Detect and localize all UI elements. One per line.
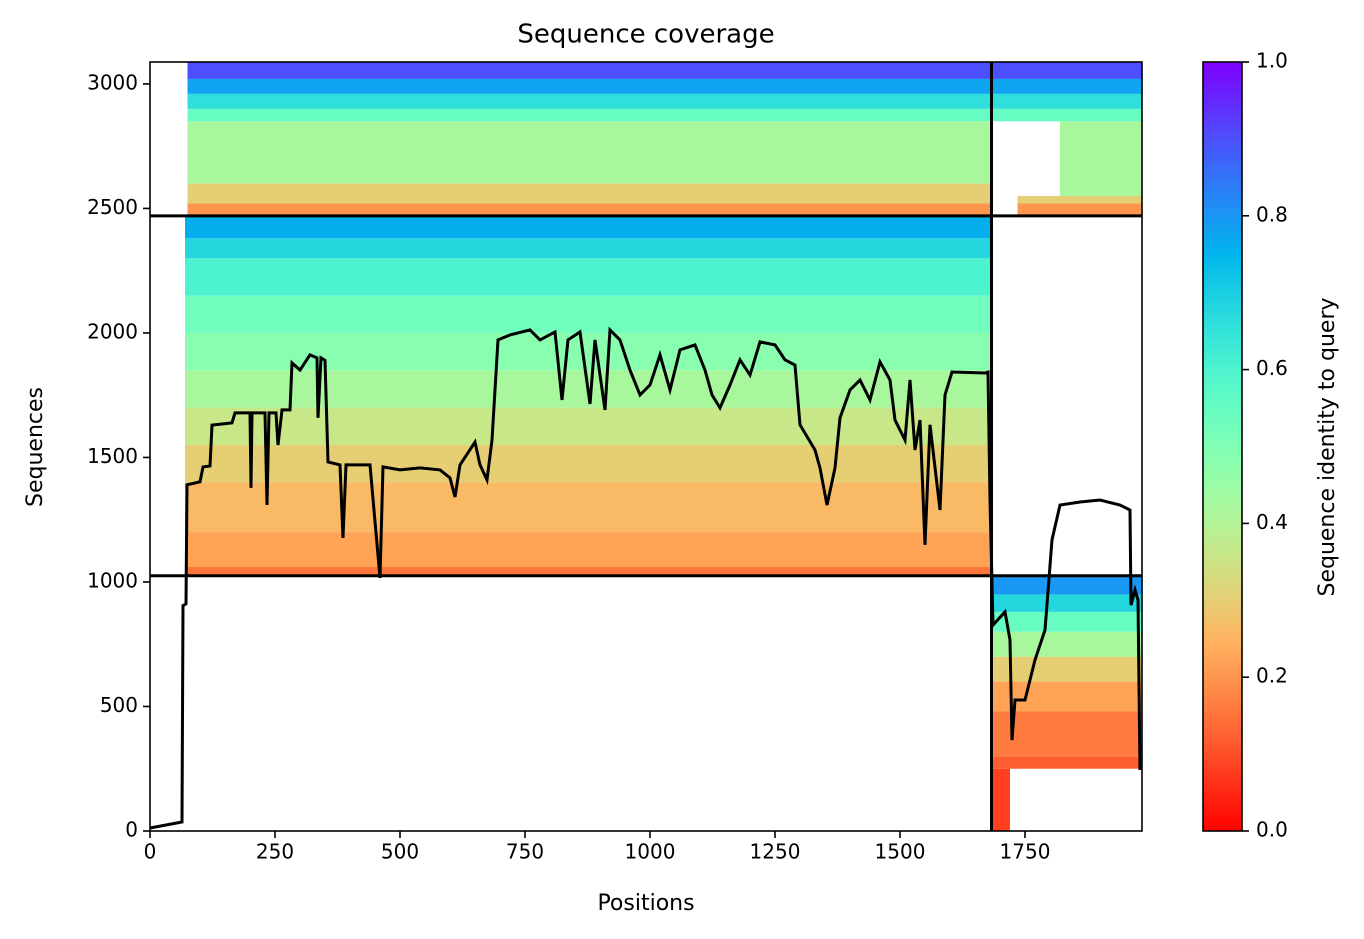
chart-title: Sequence coverage <box>517 20 774 50</box>
colorbar-label: Sequence identity to query <box>1315 297 1340 596</box>
colorbar-tick-label: 0.0 <box>1256 818 1288 842</box>
heatmap-cell <box>991 711 1142 757</box>
y-tick-label: 500 <box>100 693 138 717</box>
heatmap-cell <box>1017 203 1142 216</box>
heatmap-cell <box>991 631 1142 657</box>
x-tick-label: 1750 <box>1000 840 1051 864</box>
heatmap-cell <box>185 407 992 446</box>
x-tick-label: 1500 <box>875 840 926 864</box>
heatmap-cell <box>185 567 992 576</box>
x-tick-label: 0 <box>144 840 157 864</box>
heatmap-cell <box>991 768 1010 831</box>
colorbar-tick-label: 0.2 <box>1256 664 1288 688</box>
heatmap-cell <box>991 108 1142 122</box>
heatmap-cell <box>991 78 1142 94</box>
heatmap-cell <box>187 93 992 109</box>
heatmap-cell <box>991 656 1142 682</box>
coverage-line <box>149 326 1142 830</box>
y-tick-label: 2500 <box>87 195 138 219</box>
x-tick-label: 1250 <box>750 840 801 864</box>
heatmap-cell <box>991 62 1142 79</box>
y-tick-label: 0 <box>125 818 138 842</box>
heatmap-cell <box>1060 121 1142 196</box>
heatmap-cell <box>185 332 992 371</box>
x-axis-label: Positions <box>597 891 694 916</box>
heatmap-cell <box>1017 195 1142 204</box>
plot-frame <box>149 61 1143 832</box>
y-tick-label: 2000 <box>87 319 138 343</box>
heatmap-cell <box>991 611 1142 632</box>
heatmap-cell <box>187 203 992 216</box>
heatmap-cell <box>185 215 992 239</box>
heatmap-cell <box>991 681 1142 712</box>
heatmap-cell <box>991 93 1142 109</box>
x-tick-label: 250 <box>256 840 294 864</box>
y-tick-label: 1500 <box>87 444 138 468</box>
y-axis-label: Sequences <box>23 387 48 507</box>
heatmap-cell <box>187 183 992 204</box>
heatmap-cell <box>991 756 1142 769</box>
heatmap-cell <box>185 295 992 333</box>
colorbar-tick-label: 0.4 <box>1256 510 1288 534</box>
y-tick-label: 1000 <box>87 568 138 592</box>
heatmap-cell <box>185 258 992 296</box>
heatmap-cell <box>991 575 1142 595</box>
colorbar <box>1202 61 1243 832</box>
x-tick-label: 1000 <box>625 840 676 864</box>
heatmap-cell <box>185 238 992 259</box>
x-tick-label: 750 <box>506 840 544 864</box>
colorbar-tick-label: 0.8 <box>1256 202 1288 226</box>
colorbar-tick-label: 1.0 <box>1256 49 1288 73</box>
heatmap-cell <box>185 445 992 483</box>
heatmap-cell <box>187 121 992 184</box>
y-tick-label: 3000 <box>87 70 138 94</box>
heatmap-cell <box>187 62 992 79</box>
heatmap-cell <box>187 78 992 94</box>
heatmap-cell <box>185 532 992 568</box>
heatmap-cell <box>185 482 992 533</box>
heatmap-cell <box>187 108 992 122</box>
x-tick-label: 500 <box>381 840 419 864</box>
colorbar-tick-label: 0.6 <box>1256 356 1288 380</box>
heatmap-cell <box>991 594 1142 612</box>
